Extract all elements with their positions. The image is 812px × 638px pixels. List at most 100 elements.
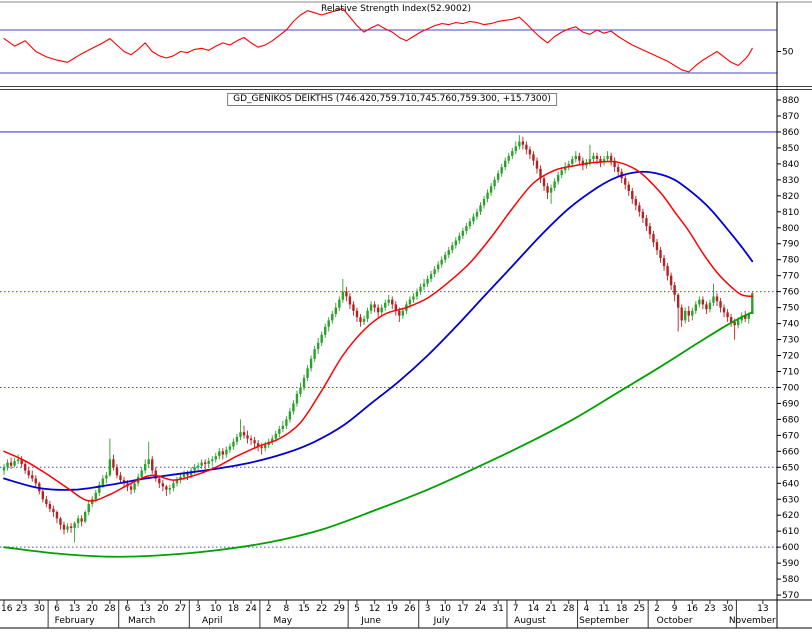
svg-text:820: 820 <box>782 192 799 202</box>
svg-text:8: 8 <box>284 604 290 614</box>
svg-text:11: 11 <box>598 604 609 614</box>
svg-text:22: 22 <box>316 604 327 614</box>
ma-medium-line <box>3 170 754 491</box>
svg-text:June: June <box>360 616 381 626</box>
svg-text:July: July <box>433 616 451 626</box>
svg-text:February: February <box>55 616 96 626</box>
price-panel-title: GD_GENIKOS DEIKTHS (746.420,759.710,745.… <box>227 93 557 106</box>
svg-text:26: 26 <box>404 604 416 614</box>
svg-text:7: 7 <box>513 604 519 614</box>
svg-text:2: 2 <box>654 604 660 614</box>
svg-text:790: 790 <box>782 240 799 250</box>
ma-slow-line <box>3 311 754 558</box>
svg-text:3: 3 <box>195 604 201 614</box>
svg-text:May: May <box>274 616 293 626</box>
svg-text:610: 610 <box>782 527 799 537</box>
svg-text:28: 28 <box>563 604 575 614</box>
svg-text:50: 50 <box>782 48 794 58</box>
x-axis: 16 23 30 6 13 20 28 6 13 20 27 3 10 18 24 2 8 15 22 29 5 12 19… <box>1 600 776 628</box>
svg-text:630: 630 <box>782 495 799 505</box>
svg-text:13: 13 <box>69 604 80 614</box>
svg-text:6: 6 <box>125 604 131 614</box>
svg-text:680: 680 <box>782 415 799 425</box>
svg-text:770: 770 <box>782 272 799 282</box>
svg-text:15: 15 <box>298 604 309 614</box>
svg-text:24: 24 <box>245 604 257 614</box>
svg-text:780: 780 <box>782 256 799 266</box>
svg-text:620: 620 <box>782 511 799 521</box>
svg-text:840: 840 <box>782 160 799 170</box>
svg-text:October: October <box>657 616 693 626</box>
svg-text:730: 730 <box>782 336 799 346</box>
svg-text:760: 760 <box>782 288 799 298</box>
svg-text:30: 30 <box>34 604 46 614</box>
svg-text:16: 16 <box>1 604 13 614</box>
candlesticks <box>2 135 754 543</box>
svg-text:810: 810 <box>782 208 799 218</box>
svg-text:870: 870 <box>782 112 799 122</box>
svg-text:640: 640 <box>782 479 799 489</box>
svg-text:580: 580 <box>782 575 799 585</box>
svg-text:5: 5 <box>354 604 360 614</box>
rsi-line <box>3 7 753 73</box>
svg-text:690: 690 <box>782 399 799 409</box>
svg-text:750: 750 <box>782 304 799 314</box>
svg-text:600: 600 <box>782 543 799 553</box>
svg-text:19: 19 <box>387 604 399 614</box>
svg-text:740: 740 <box>782 320 799 330</box>
rsi-bound-lines <box>0 29 777 74</box>
rsi-y-axis: 50 <box>777 48 794 58</box>
rsi-panel-title: Relative Strength Index(52.9002) <box>321 4 471 14</box>
svg-text:10: 10 <box>210 604 222 614</box>
svg-text:570: 570 <box>782 591 799 601</box>
svg-text:670: 670 <box>782 431 799 441</box>
svg-text:860: 860 <box>782 128 799 138</box>
svg-text:3: 3 <box>425 604 431 614</box>
price-gridlines <box>0 131 777 548</box>
svg-text:31: 31 <box>492 604 503 614</box>
svg-text:12: 12 <box>369 604 380 614</box>
svg-text:4: 4 <box>584 604 590 614</box>
svg-text:660: 660 <box>782 447 799 457</box>
svg-text:April: April <box>202 616 223 626</box>
svg-text:2: 2 <box>266 604 272 614</box>
svg-text:13: 13 <box>139 604 150 614</box>
svg-text:880: 880 <box>782 96 799 106</box>
svg-text:20: 20 <box>157 604 169 614</box>
svg-text:18: 18 <box>616 604 628 614</box>
svg-text:650: 650 <box>782 463 799 473</box>
svg-text:10: 10 <box>439 604 451 614</box>
svg-text:13: 13 <box>757 604 768 614</box>
svg-text:590: 590 <box>782 559 799 569</box>
svg-text:20: 20 <box>87 604 99 614</box>
svg-text:24: 24 <box>475 604 487 614</box>
svg-text:6: 6 <box>54 604 60 614</box>
price-y-axis: 880 870 860 850 840 830 820 810 800 790 780 770 760 7… <box>777 96 799 601</box>
svg-text:800: 800 <box>782 224 799 234</box>
svg-text:18: 18 <box>228 604 240 614</box>
svg-text:November: November <box>729 616 776 626</box>
svg-text:28: 28 <box>104 604 116 614</box>
svg-text:9: 9 <box>672 604 678 614</box>
svg-text:August: August <box>514 616 546 626</box>
svg-text:850: 850 <box>782 144 799 154</box>
svg-text:25: 25 <box>634 604 645 614</box>
svg-text:March: March <box>128 616 155 626</box>
ma-fast-line <box>3 160 754 502</box>
svg-text:September: September <box>579 616 629 626</box>
svg-text:30: 30 <box>722 604 734 614</box>
svg-text:23: 23 <box>704 604 715 614</box>
svg-text:720: 720 <box>782 352 799 362</box>
svg-text:700: 700 <box>782 383 799 393</box>
svg-text:23: 23 <box>16 604 27 614</box>
svg-text:17: 17 <box>457 604 468 614</box>
svg-text:14: 14 <box>528 604 540 614</box>
svg-text:710: 710 <box>782 367 799 377</box>
svg-text:16: 16 <box>687 604 699 614</box>
svg-text:830: 830 <box>782 176 799 186</box>
svg-text:27: 27 <box>175 604 186 614</box>
svg-text:29: 29 <box>334 604 346 614</box>
